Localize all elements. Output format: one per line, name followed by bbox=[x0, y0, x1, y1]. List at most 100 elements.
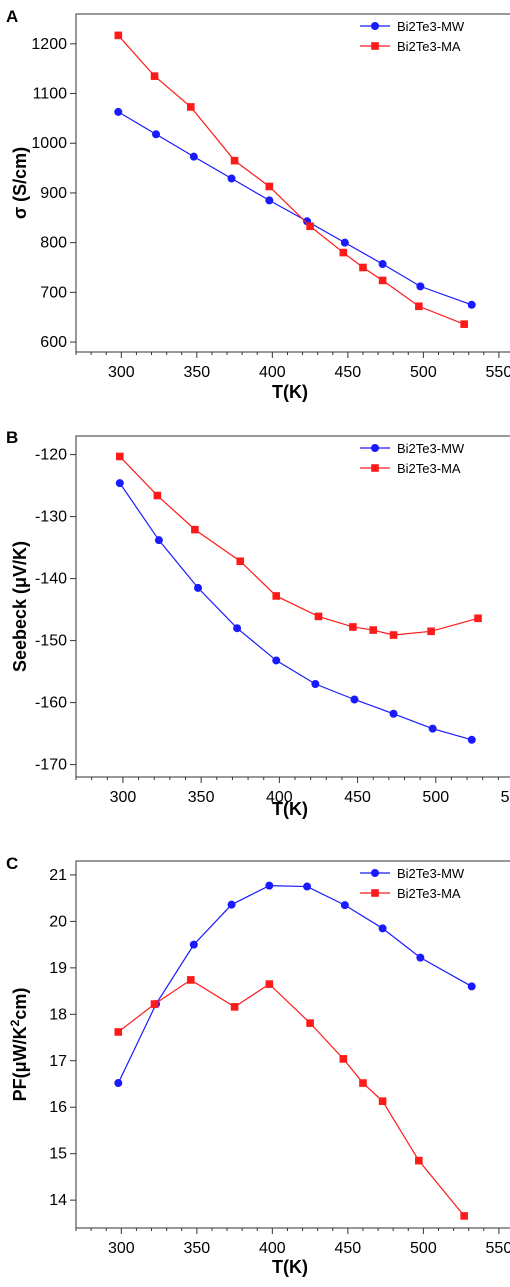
y-tick-label: 600 bbox=[40, 334, 67, 351]
y-tick-label: 700 bbox=[40, 284, 67, 301]
y-tick-label: 18 bbox=[49, 1006, 67, 1023]
y-tick-label: 800 bbox=[40, 235, 67, 252]
y-tick-label: 19 bbox=[49, 960, 67, 977]
x-tick-label: 550 bbox=[486, 364, 510, 381]
data-point bbox=[265, 196, 274, 205]
panel-b: B 300 350 400 450 500 550 -120 -130 -140 -150 -160 -… bbox=[6, 428, 510, 819]
x-tick-label: 350 bbox=[188, 789, 215, 806]
data-point bbox=[230, 156, 239, 165]
x-tick-label: 400 bbox=[266, 789, 293, 806]
y-tick-label: 20 bbox=[49, 913, 67, 930]
data-point bbox=[115, 479, 124, 488]
x-tick-label: 500 bbox=[422, 789, 449, 806]
data-point bbox=[369, 626, 378, 634]
panel-letter: C bbox=[6, 854, 18, 873]
legend-marker bbox=[371, 42, 379, 50]
x-tick-label: 450 bbox=[344, 789, 371, 806]
legend-marker bbox=[371, 889, 379, 897]
data-point bbox=[152, 130, 161, 139]
data-point bbox=[189, 152, 198, 161]
data-point bbox=[265, 881, 274, 890]
x-tick-label: 300 bbox=[108, 364, 135, 381]
legend-label: Bi2Te3-MA bbox=[397, 886, 461, 901]
data-point bbox=[416, 953, 425, 962]
x-tick-label: 300 bbox=[108, 1240, 135, 1257]
y-tick-label: 900 bbox=[40, 185, 67, 202]
y-tick-label: 1200 bbox=[31, 36, 67, 53]
data-point bbox=[474, 614, 482, 623]
legend-label: Bi2Te3-MA bbox=[397, 39, 461, 54]
data-point bbox=[467, 982, 476, 991]
series-bi2te3-mw bbox=[114, 107, 476, 309]
legend-entry: Bi2Te3-MW bbox=[360, 866, 465, 881]
legend-label: Bi2Te3-MW bbox=[397, 19, 465, 34]
legend-entry: Bi2Te3-MA bbox=[360, 886, 461, 901]
legend-marker bbox=[371, 444, 379, 452]
data-point bbox=[416, 282, 425, 291]
data-point bbox=[467, 735, 476, 744]
x-axis-title: T(K) bbox=[272, 1257, 308, 1277]
data-point bbox=[389, 709, 398, 718]
y-tick-label: -130 bbox=[35, 509, 67, 526]
series-line bbox=[117, 111, 472, 306]
x-tick-label: 300 bbox=[110, 789, 137, 806]
legend-entry: Bi2Te3-MA bbox=[360, 39, 461, 54]
data-point bbox=[114, 107, 123, 116]
plot-frame bbox=[75, 860, 510, 1229]
data-point bbox=[415, 302, 423, 311]
y-tick-label: -140 bbox=[35, 571, 67, 588]
y-tick-label: 21 bbox=[49, 867, 67, 884]
x-tick-label: 450 bbox=[335, 1240, 362, 1257]
data-point bbox=[272, 656, 281, 665]
data-point bbox=[415, 1156, 423, 1165]
data-point bbox=[114, 31, 123, 40]
data-point bbox=[359, 263, 367, 272]
legend-marker bbox=[371, 464, 379, 472]
x-tick-label: 350 bbox=[183, 1240, 210, 1257]
y-axis-title-superscript: 2 bbox=[8, 1019, 22, 1026]
data-point bbox=[359, 1079, 367, 1087]
data-point bbox=[460, 320, 468, 328]
x-tick-label: 350 bbox=[183, 364, 210, 381]
data-point bbox=[467, 300, 476, 309]
y-tick-label: -150 bbox=[35, 633, 67, 650]
data-point bbox=[230, 1003, 239, 1011]
data-point bbox=[191, 525, 199, 534]
data-point bbox=[378, 260, 387, 269]
data-point bbox=[340, 238, 349, 247]
x-tick-label: 500 bbox=[410, 364, 437, 381]
legend-marker bbox=[371, 22, 379, 30]
legend-marker bbox=[371, 869, 379, 877]
data-point bbox=[194, 583, 203, 592]
data-point bbox=[350, 695, 359, 704]
series-bi2te3-mw bbox=[115, 479, 476, 744]
x-axis-title: T(K) bbox=[272, 799, 308, 819]
y-tick-label: 15 bbox=[49, 1146, 67, 1163]
data-point bbox=[236, 557, 245, 566]
series-bi2te3-mw bbox=[114, 881, 476, 1088]
data-point bbox=[349, 623, 357, 631]
data-point bbox=[114, 1079, 123, 1088]
panel-c: C 300 350 400 450 500 550 14 15 16 17 18 19 20 21 T(K) P… bbox=[6, 854, 510, 1277]
x-tick-label: 400 bbox=[259, 1240, 286, 1257]
y-tick-label: 16 bbox=[49, 1099, 67, 1116]
legend-label: Bi2Te3-MW bbox=[397, 866, 465, 881]
series-line bbox=[117, 34, 465, 325]
data-point bbox=[378, 1097, 387, 1105]
y-axis-title: Seebeck (μV/K) bbox=[10, 541, 30, 672]
data-point bbox=[427, 627, 435, 636]
data-point bbox=[306, 222, 314, 231]
data-point bbox=[227, 900, 236, 909]
series-line bbox=[119, 482, 472, 741]
data-point bbox=[306, 1019, 314, 1027]
series-line bbox=[117, 885, 473, 1084]
data-point bbox=[227, 174, 236, 183]
data-point bbox=[311, 680, 320, 688]
plot-frame bbox=[75, 13, 510, 353]
series-line bbox=[117, 979, 465, 1217]
data-point bbox=[150, 72, 159, 80]
data-point bbox=[339, 1055, 348, 1063]
y-axis-title-main: PF(μW/K bbox=[10, 1026, 30, 1101]
y-axis-title: PF(μW/K2cm) bbox=[8, 988, 30, 1102]
